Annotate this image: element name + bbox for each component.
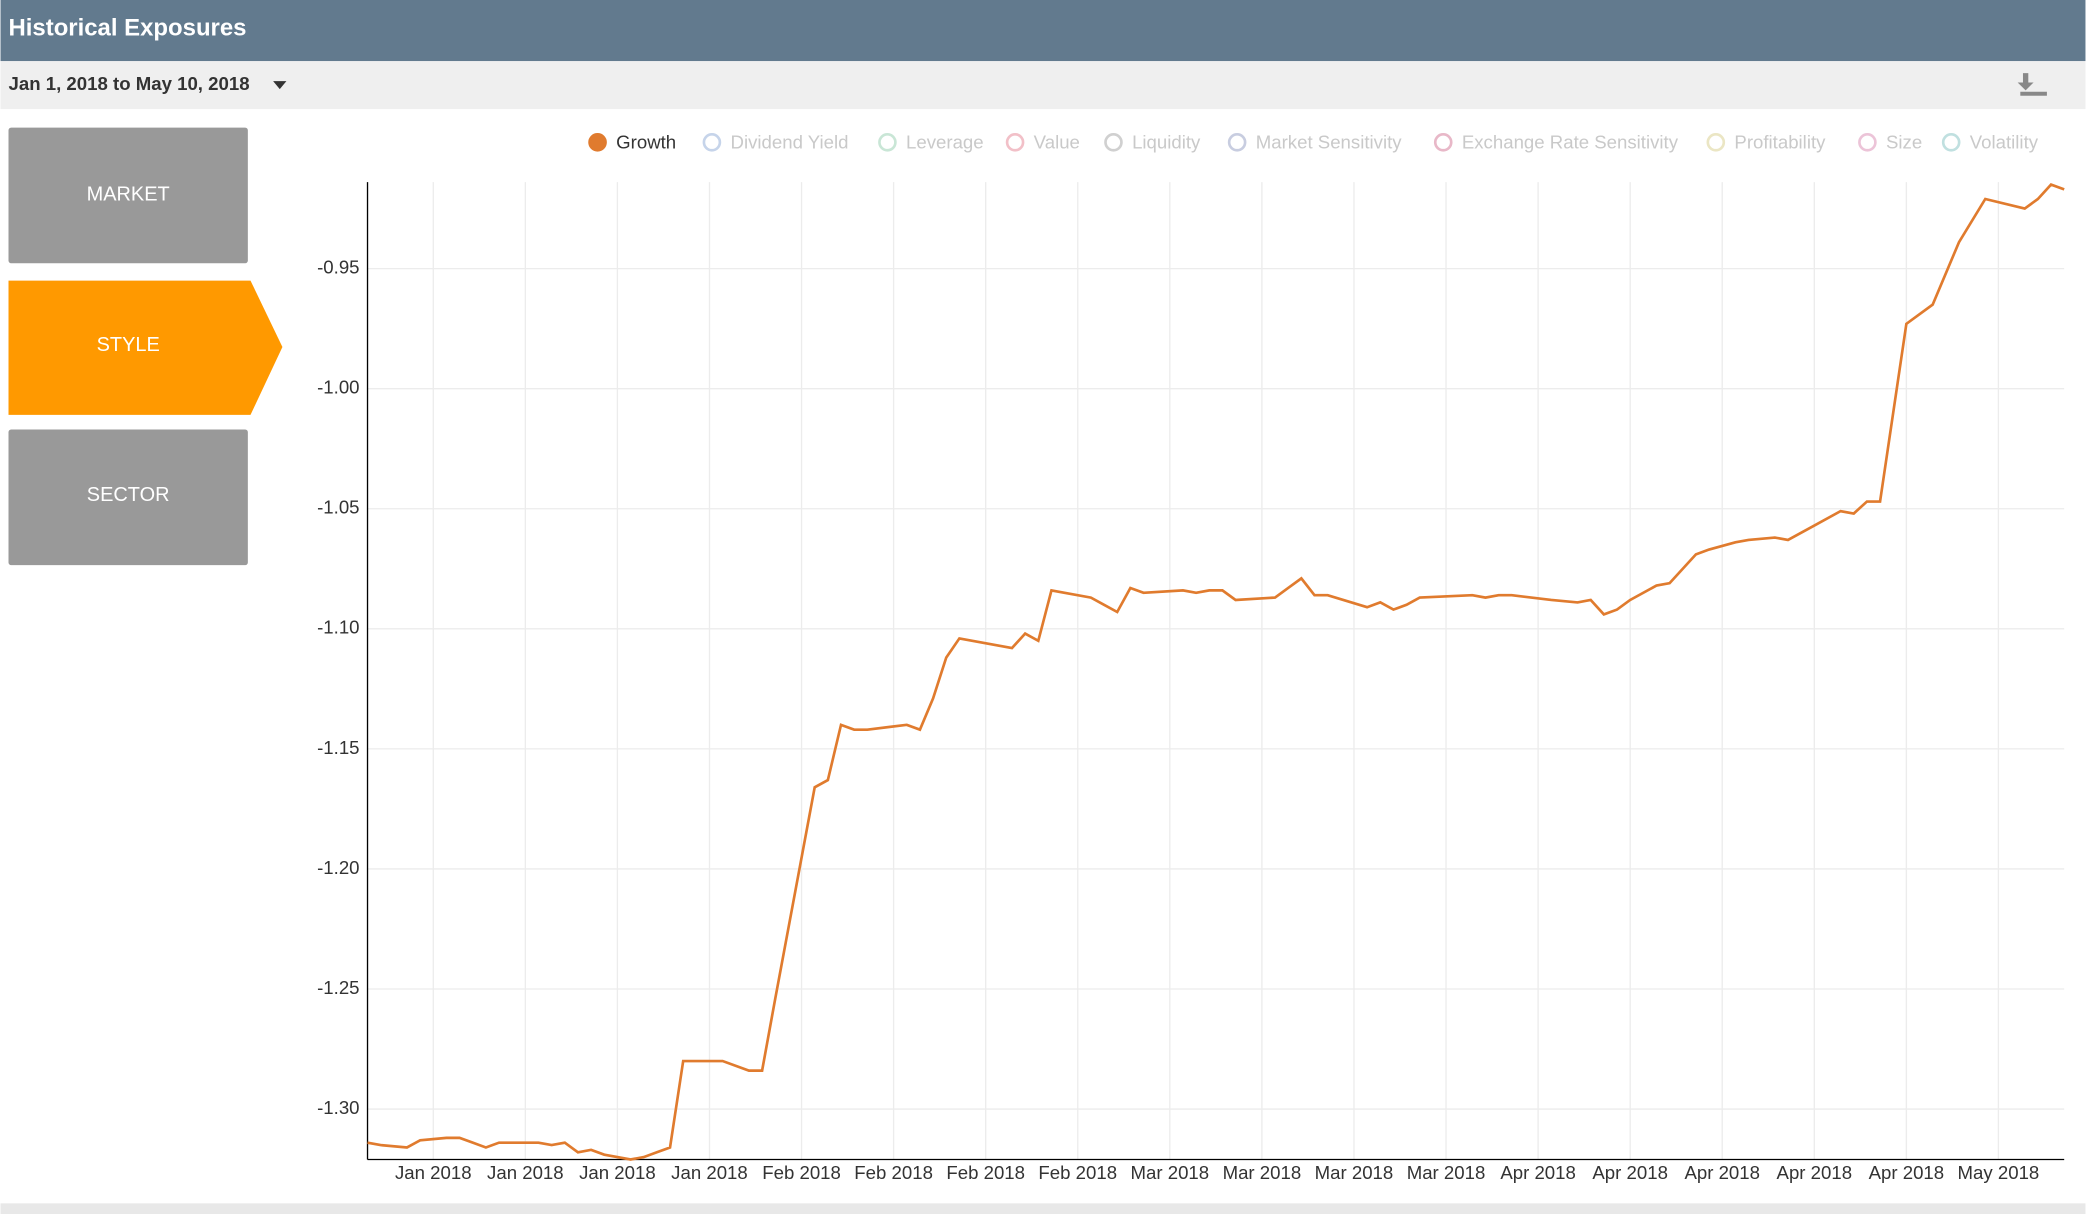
legend-label[interactable]: Volatility <box>1970 132 2039 153</box>
x-tick-label: Feb 2018 <box>946 1162 1025 1183</box>
legend-label[interactable]: Size <box>1886 132 1922 153</box>
legend-marker[interactable] <box>1104 132 1123 152</box>
legend-marker[interactable] <box>878 132 897 152</box>
header-bar <box>0 0 2086 62</box>
download-icon-tray[interactable] <box>2020 91 2047 96</box>
legend-label[interactable]: Growth <box>616 132 676 153</box>
date-range[interactable]: Jan 1, 2018 to May 10, 2018 <box>9 73 250 94</box>
legend-marker[interactable] <box>1858 132 1877 152</box>
download-button[interactable] <box>2017 73 2047 96</box>
x-tick-label: Jan 2018 <box>487 1162 564 1183</box>
nav-button[interactable] <box>8 127 248 264</box>
x-tick-label: Apr 2018 <box>1500 1162 1576 1183</box>
header-title: Historical Exposures <box>9 15 247 42</box>
series-line <box>367 183 2065 1161</box>
legend-label[interactable]: Market Sensitivity <box>1256 132 1403 153</box>
y-tick-label: -1.10 <box>317 617 359 638</box>
x-tick-label: Jan 2018 <box>395 1162 472 1183</box>
legend-marker[interactable] <box>1706 132 1726 152</box>
nav-style[interactable]: STYLE <box>8 280 283 415</box>
dropdown-caret[interactable] <box>273 81 287 90</box>
x-tick-label: Mar 2018 <box>1131 1162 1210 1183</box>
legend-marker[interactable] <box>702 132 722 152</box>
legend-label[interactable]: Value <box>1034 132 1080 153</box>
legend-marker[interactable] <box>1227 132 1247 152</box>
x-tick-label: Mar 2018 <box>1407 1162 1486 1183</box>
nav-sector[interactable]: SECTOR <box>8 429 248 566</box>
y-tick-label: -1.30 <box>317 1097 359 1118</box>
legend-marker[interactable] <box>1433 132 1453 152</box>
legend-marker[interactable] <box>1941 132 1961 152</box>
x-tick-label: Feb 2018 <box>762 1162 841 1183</box>
y-tick-label: -1.00 <box>317 377 359 398</box>
x-tick-label: Apr 2018 <box>1592 1162 1668 1183</box>
y-tick-label: -1.20 <box>317 857 359 878</box>
x-tick-label: Mar 2018 <box>1223 1162 1302 1183</box>
date-dropdown[interactable]: Jan 1, 2018 to May 10, 2018 <box>9 73 287 94</box>
legend-label[interactable]: Liquidity <box>1132 132 1201 153</box>
x-tick-label: Feb 2018 <box>854 1162 933 1183</box>
legend-label[interactable]: Dividend Yield <box>731 132 849 153</box>
nav-label[interactable]: MARKET <box>87 184 170 206</box>
plot: -1.30 -1.25 -1.20 -1.15 -1.10 -1.05 -1.00 -0.95… <box>317 132 2065 1183</box>
nav-button[interactable] <box>8 429 248 566</box>
x-tick-label: Apr 2018 <box>1869 1162 1945 1183</box>
legend-marker[interactable] <box>1005 132 1025 152</box>
legend-marker[interactable] <box>588 132 607 152</box>
download-icon-arrow[interactable] <box>2017 82 2034 91</box>
download-icon-stem[interactable] <box>2022 73 2029 86</box>
x-tick-label: Feb 2018 <box>1038 1162 1117 1183</box>
y-tick-label: -1.25 <box>317 977 359 998</box>
y-tick-label: -0.95 <box>317 257 359 278</box>
legend-label[interactable]: Exchange Rate Sensitivity <box>1462 132 1679 153</box>
date-bar <box>0 61 2086 110</box>
x-tick-label: Apr 2018 <box>1684 1162 1760 1183</box>
nav-label[interactable]: SECTOR <box>87 484 170 506</box>
x-tick-label: Jan 2018 <box>579 1162 656 1183</box>
x-tick-label: Jan 2018 <box>671 1162 748 1183</box>
x-tick-label: Apr 2018 <box>1777 1162 1853 1183</box>
nav-label[interactable]: STYLE <box>97 334 160 356</box>
nav-market[interactable]: MARKET <box>8 127 248 264</box>
x-tick-label: May 2018 <box>1958 1162 2040 1183</box>
nav-button-active[interactable] <box>8 280 283 415</box>
legend-label[interactable]: Leverage <box>906 132 984 153</box>
footer-strip <box>0 1203 2086 1214</box>
y-tick-label: -1.15 <box>317 737 359 758</box>
x-tick-label: Mar 2018 <box>1315 1162 1394 1183</box>
y-tick-label: -1.05 <box>317 497 359 518</box>
legend-label[interactable]: Profitability <box>1734 132 1826 153</box>
